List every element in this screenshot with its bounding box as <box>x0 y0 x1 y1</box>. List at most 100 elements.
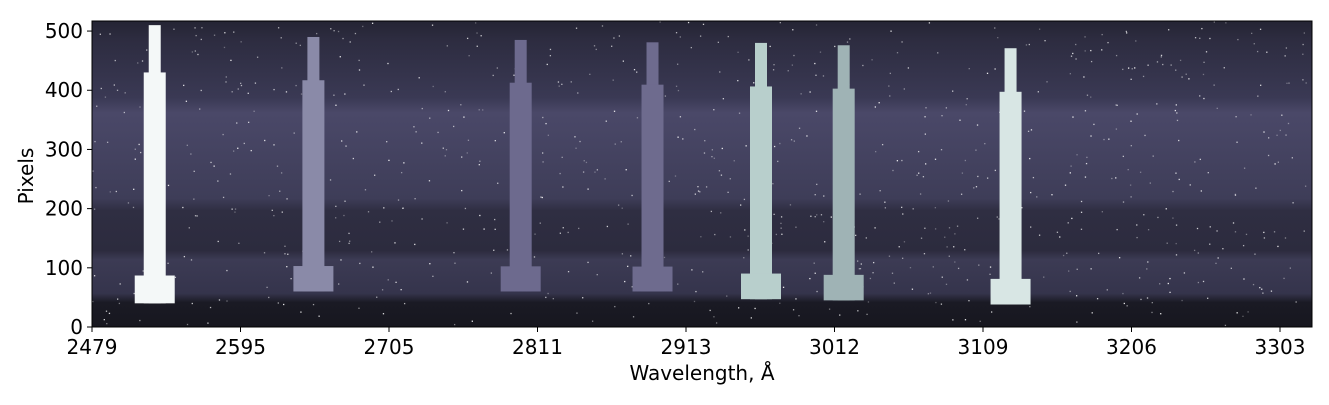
noise-dot <box>541 196 543 199</box>
noise-dot <box>295 42 297 44</box>
noise-dot <box>902 213 904 215</box>
noise-dot <box>702 271 704 273</box>
noise-dot <box>813 262 815 264</box>
noise-dot <box>546 63 548 66</box>
noise-dot <box>986 72 989 74</box>
noise-dot <box>1140 298 1142 301</box>
noise-dot <box>503 132 505 134</box>
noise-dot <box>989 266 992 268</box>
noise-dot <box>400 288 402 291</box>
noise-dot <box>471 320 473 322</box>
noise-dot <box>1207 297 1209 299</box>
noise-dot <box>312 303 315 306</box>
noise-dot <box>280 37 282 39</box>
noise-dot <box>283 303 285 306</box>
line-middle <box>832 88 855 301</box>
noise-dot <box>1023 110 1026 112</box>
noise-dot <box>482 109 484 111</box>
noise-dot <box>855 234 857 237</box>
noise-dot <box>815 24 818 26</box>
noise-dot <box>1084 50 1086 52</box>
noise-dot <box>703 152 706 154</box>
noise-dot <box>627 265 629 268</box>
noise-dot <box>978 264 980 266</box>
line-base <box>500 266 541 292</box>
noise-dot <box>415 131 417 133</box>
x-tick-label: 2705 <box>364 335 415 359</box>
noise-dot <box>614 305 616 308</box>
noise-dot <box>738 112 741 114</box>
noise-dot <box>952 319 954 321</box>
noise-dot <box>335 104 337 106</box>
noise-dot <box>941 115 943 117</box>
noise-dot <box>1066 252 1068 254</box>
noise-dot <box>1070 55 1073 57</box>
noise-dot <box>745 145 747 147</box>
emission-line <box>500 39 541 292</box>
noise-dot <box>428 180 431 182</box>
noise-dot <box>790 139 793 141</box>
noise-dot <box>229 173 232 175</box>
noise-dot <box>446 222 448 224</box>
noise-dot <box>223 46 226 49</box>
noise-dot <box>888 85 890 87</box>
noise-dot <box>940 149 943 151</box>
emission-line <box>741 42 781 300</box>
noise-dot <box>575 147 577 149</box>
noise-dot <box>146 49 148 51</box>
noise-dot <box>1169 291 1171 294</box>
noise-dot <box>466 37 469 40</box>
noise-dot <box>191 51 194 53</box>
noise-dot <box>191 302 193 305</box>
noise-dot <box>300 311 302 313</box>
noise-dot <box>806 135 808 137</box>
noise-dot <box>390 90 392 93</box>
noise-dot <box>387 279 389 281</box>
line-middle <box>999 91 1022 305</box>
noise-dot <box>273 88 275 91</box>
noise-dot <box>1224 324 1227 327</box>
noise-dot <box>737 51 739 53</box>
noise-dot <box>240 41 242 43</box>
noise-dot <box>1305 82 1307 84</box>
noise-dot <box>711 155 713 158</box>
noise-dot <box>594 171 596 173</box>
noise-dot <box>780 227 782 229</box>
noise-dot <box>1029 157 1031 160</box>
noise-dot <box>1151 301 1153 304</box>
noise-dot <box>1103 138 1105 141</box>
noise-dot <box>329 179 332 181</box>
noise-dot <box>134 148 136 150</box>
noise-dot <box>1127 67 1130 69</box>
noise-dot <box>1069 290 1071 293</box>
noise-dot <box>114 59 116 62</box>
noise-dot <box>945 283 948 285</box>
noise-dot <box>1216 107 1218 110</box>
noise-dot <box>421 218 423 220</box>
noise-dot <box>1193 249 1196 252</box>
noise-dot <box>901 257 904 259</box>
noise-dot <box>694 193 696 195</box>
noise-dot <box>92 170 94 172</box>
noise-dot <box>273 214 275 217</box>
noise-dot <box>1196 227 1199 230</box>
noise-dot <box>903 241 906 243</box>
noise-dot <box>186 144 188 146</box>
noise-dot <box>975 149 977 151</box>
noise-dot <box>1255 187 1257 189</box>
noise-dot <box>1127 168 1129 171</box>
noise-dot <box>907 67 910 69</box>
noise-dot <box>476 45 478 47</box>
noise-dot <box>953 246 955 248</box>
noise-dot <box>1209 226 1211 228</box>
noise-dot <box>793 140 795 142</box>
noise-dot <box>631 286 633 288</box>
noise-dot <box>1080 200 1083 203</box>
noise-dot <box>1179 59 1182 62</box>
noise-dot <box>445 149 448 151</box>
noise-dot <box>349 41 351 43</box>
noise-dot <box>932 266 934 268</box>
noise-dot <box>1175 69 1177 71</box>
noise-dot <box>95 186 97 189</box>
noise-dot <box>901 159 903 162</box>
